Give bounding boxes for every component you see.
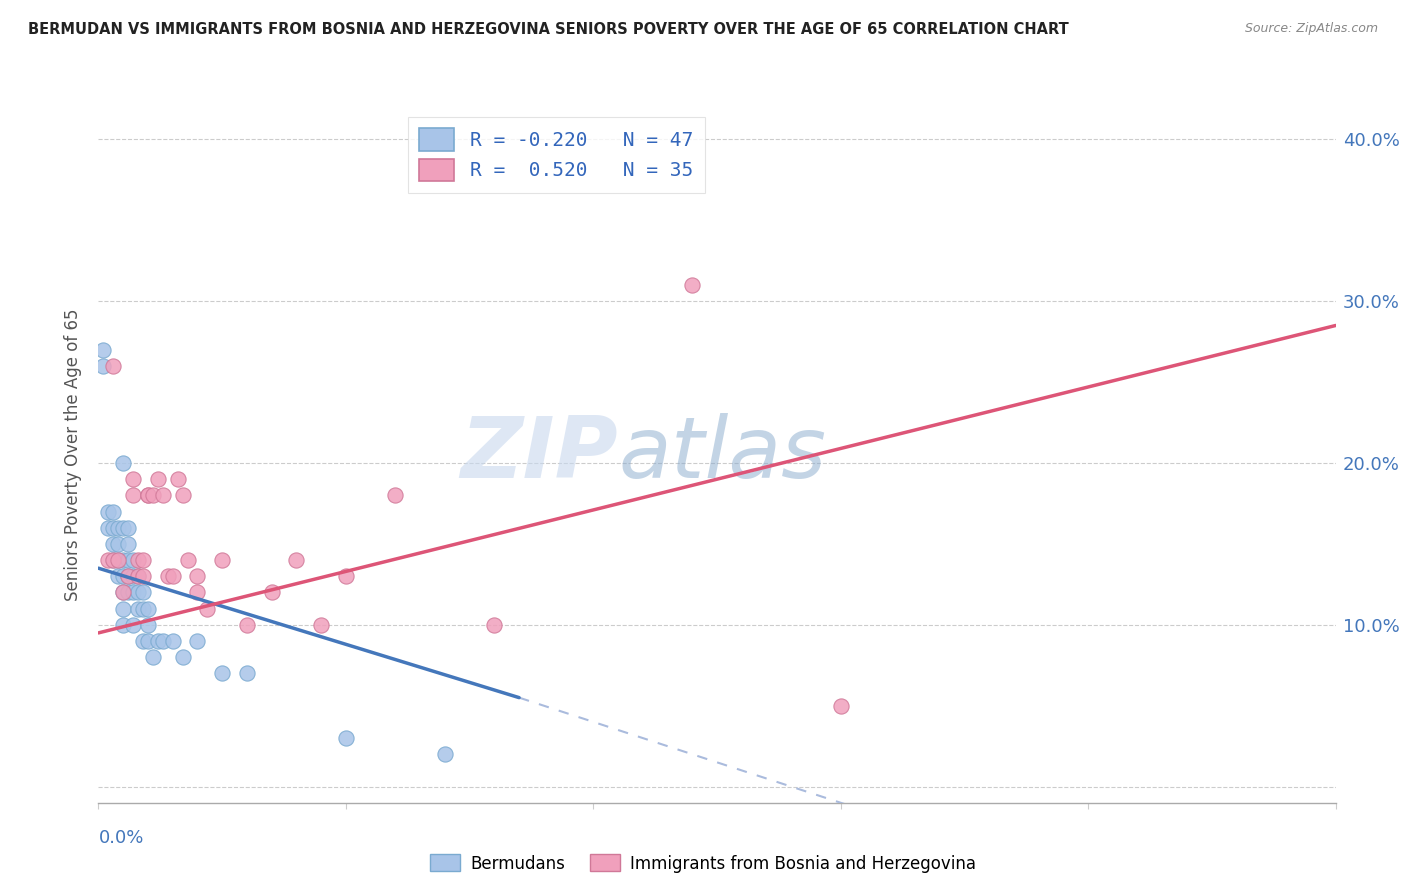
Point	[260, 585, 283, 599]
Text: 0.0%: 0.0%	[98, 830, 143, 847]
Point	[172, 488, 194, 502]
Point	[136, 488, 159, 502]
Point	[127, 553, 149, 567]
Point	[152, 634, 174, 648]
Point	[136, 488, 159, 502]
Point	[107, 553, 129, 567]
Point	[146, 634, 169, 648]
Point	[433, 747, 456, 762]
Legend: Bermudans, Immigrants from Bosnia and Herzegovina: Bermudans, Immigrants from Bosnia and He…	[423, 847, 983, 880]
Point	[117, 585, 139, 599]
Point	[152, 488, 174, 502]
Point	[103, 359, 125, 373]
Point	[122, 585, 145, 599]
Point	[117, 521, 139, 535]
Point	[112, 456, 135, 470]
Point	[107, 521, 129, 535]
Text: BERMUDAN VS IMMIGRANTS FROM BOSNIA AND HERZEGOVINA SENIORS POVERTY OVER THE AGE : BERMUDAN VS IMMIGRANTS FROM BOSNIA AND H…	[28, 22, 1069, 37]
Point	[681, 278, 703, 293]
Point	[93, 343, 115, 357]
Point	[384, 488, 406, 502]
Point	[195, 601, 218, 615]
Point	[132, 553, 155, 567]
Point	[211, 553, 233, 567]
Point	[236, 617, 259, 632]
Point	[117, 553, 139, 567]
Point	[285, 553, 308, 567]
Point	[132, 585, 155, 599]
Point	[132, 601, 155, 615]
Text: Source: ZipAtlas.com: Source: ZipAtlas.com	[1244, 22, 1378, 36]
Point	[186, 569, 208, 583]
Point	[830, 698, 852, 713]
Y-axis label: Seniors Poverty Over the Age of 65: Seniors Poverty Over the Age of 65	[65, 309, 83, 601]
Point	[122, 488, 145, 502]
Point	[335, 731, 357, 745]
Point	[112, 585, 135, 599]
Point	[309, 617, 332, 632]
Point	[93, 359, 115, 373]
Point	[107, 537, 129, 551]
Point	[127, 569, 149, 583]
Point	[122, 569, 145, 583]
Point	[103, 504, 125, 518]
Point	[97, 553, 120, 567]
Point	[186, 585, 208, 599]
Point	[132, 569, 155, 583]
Point	[103, 553, 125, 567]
Point	[103, 537, 125, 551]
Point	[122, 472, 145, 486]
Point	[142, 650, 165, 665]
Point	[156, 569, 179, 583]
Point	[97, 521, 120, 535]
Point	[136, 617, 159, 632]
Text: atlas: atlas	[619, 413, 827, 497]
Point	[127, 601, 149, 615]
Point	[136, 601, 159, 615]
Point	[107, 569, 129, 583]
Point	[112, 521, 135, 535]
Point	[146, 472, 169, 486]
Point	[112, 617, 135, 632]
Text: ZIP: ZIP	[460, 413, 619, 497]
Point	[122, 617, 145, 632]
Point	[236, 666, 259, 681]
Point	[162, 569, 184, 583]
Point	[112, 585, 135, 599]
Point	[127, 585, 149, 599]
Point	[117, 569, 139, 583]
Point	[117, 569, 139, 583]
Legend: R = -0.220   N = 47, R =  0.520   N = 35: R = -0.220 N = 47, R = 0.520 N = 35	[408, 117, 704, 193]
Point	[172, 650, 194, 665]
Point	[103, 553, 125, 567]
Point	[142, 488, 165, 502]
Point	[112, 601, 135, 615]
Point	[186, 634, 208, 648]
Point	[162, 634, 184, 648]
Point	[176, 553, 198, 567]
Point	[112, 553, 135, 567]
Point	[112, 569, 135, 583]
Point	[211, 666, 233, 681]
Point	[132, 634, 155, 648]
Point	[117, 537, 139, 551]
Point	[166, 472, 188, 486]
Point	[136, 634, 159, 648]
Point	[127, 569, 149, 583]
Point	[335, 569, 357, 583]
Point	[122, 553, 145, 567]
Point	[484, 617, 506, 632]
Point	[103, 521, 125, 535]
Point	[107, 553, 129, 567]
Point	[97, 504, 120, 518]
